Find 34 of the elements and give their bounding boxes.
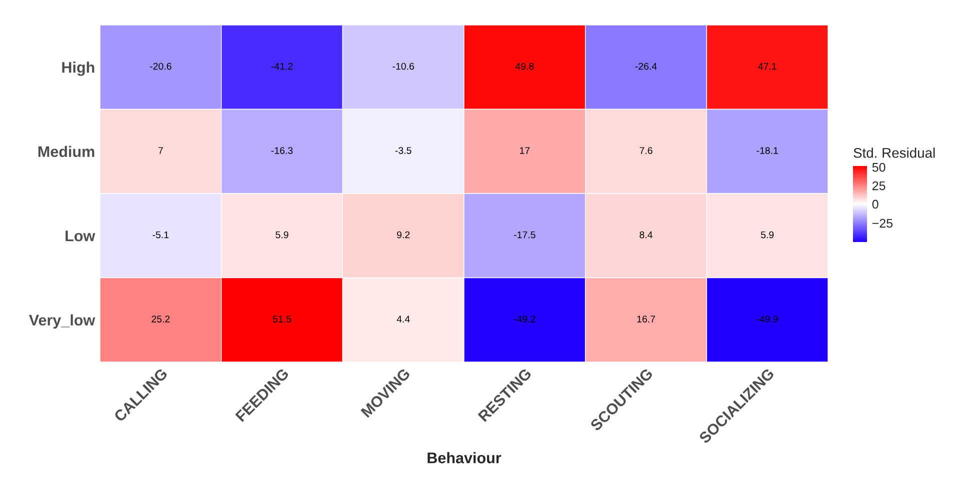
data-label: 5.9 — [760, 231, 774, 238]
data-label: 9.2 — [397, 231, 410, 238]
data-label: -41.2 — [271, 62, 293, 70]
data-label: -18.1 — [756, 147, 778, 154]
data-label: 25.2 — [152, 316, 170, 322]
data-label: 8.4 — [640, 231, 652, 238]
color-bar-label: 25 — [872, 181, 886, 190]
y-tick-label: Low — [66, 230, 96, 242]
data-label: -49.9 — [756, 316, 778, 322]
data-label: -5.1 — [152, 231, 169, 238]
data-label: -3.5 — [395, 147, 412, 154]
data-label: 51.5 — [272, 316, 292, 322]
data-label: 47.1 — [758, 62, 776, 70]
y-tick-label: Medium — [38, 146, 94, 158]
data-label: -17.5 — [514, 231, 536, 238]
data-label: 4.4 — [396, 316, 410, 322]
color-bar-label: −25 — [872, 218, 893, 228]
data-label: -10.6 — [392, 62, 414, 70]
color-bar-label: 50 — [872, 162, 886, 172]
data-label: 16.7 — [637, 316, 655, 322]
data-label: -49.2 — [514, 316, 536, 322]
x-axis-title: Behaviour — [428, 452, 502, 464]
data-label: -20.6 — [150, 62, 172, 70]
data-label: 17 — [520, 147, 530, 154]
y-tick-label: Very_low — [29, 314, 96, 329]
data-label: 7.6 — [640, 147, 652, 154]
y-tick-label: High — [62, 62, 94, 76]
data-label: 49.8 — [515, 62, 534, 70]
data-label: -16.3 — [271, 147, 293, 154]
data-label: -26.4 — [635, 62, 657, 70]
color-bar-label: 0 — [872, 200, 878, 209]
data-label: 7 — [158, 147, 163, 154]
color-bar-title: Std. Residual — [854, 148, 935, 158]
data-label: 5.9 — [276, 231, 288, 238]
